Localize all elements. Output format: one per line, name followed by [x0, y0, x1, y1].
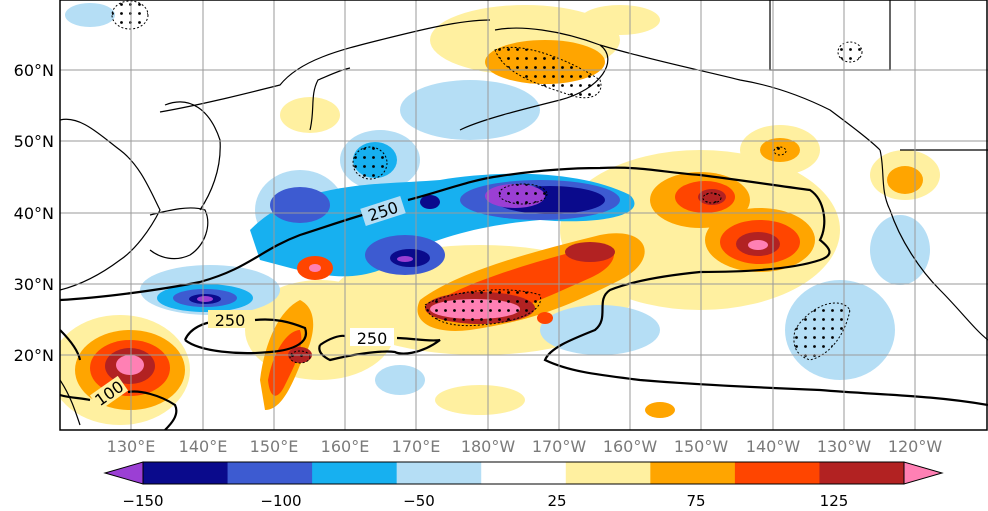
colorbar-extend-min	[103, 461, 144, 485]
colorbar-segment	[227, 462, 313, 484]
lat-label: 20°N	[14, 346, 54, 365]
contour-lines	[60, 166, 988, 430]
colorbar-segment	[396, 462, 482, 484]
colorbar-tick-label: −100	[260, 492, 301, 510]
colorbar-frame	[142, 461, 905, 485]
lon-label: 150°E	[250, 437, 299, 456]
contour-label: 250	[215, 311, 246, 330]
coastlines	[60, 0, 988, 426]
colorbar-segment	[819, 462, 905, 484]
contour-label: 250	[357, 329, 388, 348]
colorbar-tick-label: 125	[820, 492, 849, 510]
lon-label: 170°W	[532, 437, 587, 456]
colorbar-tick-labels: −150 −100 −50 25 75 125	[122, 492, 848, 510]
colorbar-segment	[481, 462, 567, 484]
lon-label: 160°E	[321, 437, 370, 456]
colorbar-segment	[143, 462, 229, 484]
longitude-labels: 130°E 140°E 150°E 160°E 170°E 180°W 170°…	[107, 437, 943, 456]
map-plot-area	[60, 0, 988, 430]
colorbar-tick-label: −50	[403, 492, 435, 510]
lon-label: 130°E	[107, 437, 156, 456]
lon-label: 180°W	[461, 437, 516, 456]
colorbar-segment	[650, 462, 736, 484]
colorbar-extend-max	[903, 461, 944, 485]
lon-label: 120°W	[888, 437, 943, 456]
lat-label: 30°N	[14, 275, 54, 294]
lat-label: 50°N	[14, 132, 54, 151]
colorbar-tick-label: 25	[547, 492, 566, 510]
significance-stippling	[111, 0, 863, 364]
lat-label: 40°N	[14, 204, 54, 223]
colorbar-tick-label: −150	[122, 492, 163, 510]
lon-label: 140°W	[746, 437, 801, 456]
colorbar-segment	[565, 462, 651, 484]
lon-label: 130°W	[817, 437, 872, 456]
colorbar-tick-label: 75	[686, 492, 705, 510]
lon-label: 150°W	[674, 437, 729, 456]
lon-label: 170°E	[392, 437, 441, 456]
lat-label: 60°N	[14, 61, 54, 80]
latitude-labels: 60°N 50°N 40°N 30°N 20°N	[14, 61, 54, 365]
map-frame	[59, 0, 988, 431]
lon-label: 140°E	[179, 437, 228, 456]
colorbar-segment	[734, 462, 820, 484]
graticule	[60, 0, 988, 430]
lon-label: 160°W	[603, 437, 658, 456]
colorbar	[103, 461, 944, 485]
colorbar-segment	[312, 462, 398, 484]
